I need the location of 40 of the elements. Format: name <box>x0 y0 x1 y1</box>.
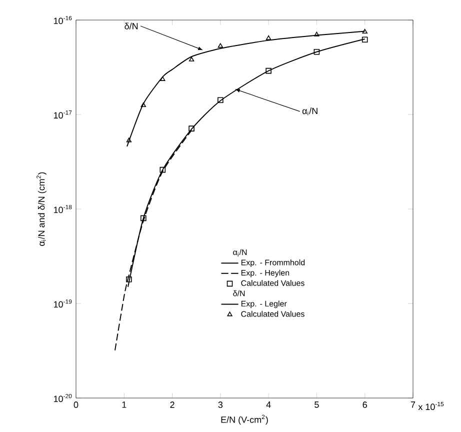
legend-label: Exp. - Heylen <box>241 270 290 278</box>
point <box>140 102 146 108</box>
y-axis-title: α$_{i}$/N and δ/N (cm$^{2}$) <box>36 172 46 246</box>
point <box>188 56 194 62</box>
legend-label: Calculated Values <box>241 310 304 317</box>
point <box>218 43 223 48</box>
point <box>160 76 166 81</box>
y-tick-label: 10$^{-16}$ <box>54 16 72 24</box>
legend-label: Calculated Values <box>241 280 304 286</box>
y-tick-label: 10$^{-20}$ <box>54 394 72 402</box>
x-tick-label: 6 <box>362 402 367 408</box>
point <box>188 126 194 132</box>
point <box>266 68 272 74</box>
point <box>140 215 146 222</box>
x-tick-label: 5 <box>314 402 319 408</box>
annotation: δ/N <box>233 290 245 296</box>
annotation: δ/N <box>124 22 138 30</box>
annotation: α$_{i}$/N <box>302 108 318 116</box>
x-tick-label: 0 <box>74 402 78 408</box>
x-axis-title: E/N (V-cm$^{2}$) <box>221 414 268 425</box>
y-tick-label: 10$^{-19}$ <box>54 299 72 308</box>
point <box>218 97 224 104</box>
y-tick-label: 10$^{-17}$ <box>54 110 72 119</box>
text: x 10$^{-15}$ <box>418 402 444 410</box>
x-tick-label: 2 <box>170 402 174 408</box>
point <box>126 138 132 142</box>
x-tick-label: 4 <box>266 402 271 408</box>
x-tick-label: 1 <box>122 402 126 408</box>
point <box>362 36 368 43</box>
x-tick-label: 7 <box>410 402 416 408</box>
point <box>314 32 320 36</box>
annotation: α$_{i}$/N <box>233 249 247 257</box>
point <box>266 35 272 40</box>
y-tick-label: 10$^{-18}$ <box>54 204 72 214</box>
point <box>314 49 320 55</box>
legend-label: Exp. - Legler <box>241 300 287 308</box>
x-tick-label: 3 <box>218 402 223 408</box>
point <box>126 276 132 282</box>
point <box>160 166 166 173</box>
legend-label: Exp. - Frommhold <box>241 259 305 267</box>
